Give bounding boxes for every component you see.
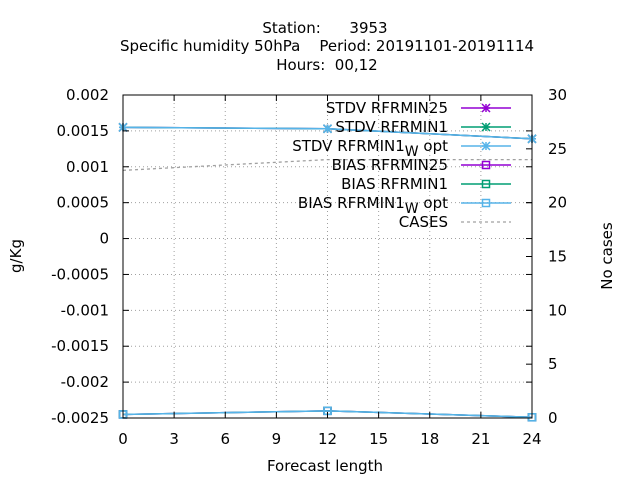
y2-tick-label: 30	[548, 86, 567, 104]
legend-marker	[481, 103, 491, 113]
chart-title-station: Station: 3953	[262, 19, 387, 37]
y-axis-label: g/Kg	[7, 239, 25, 273]
x-tick-label: 0	[118, 430, 128, 448]
y2-tick-label: 20	[548, 194, 567, 212]
legend-label: STDV RFRMIN1W opt	[292, 137, 448, 160]
x-axis-label: Forecast length	[267, 457, 383, 475]
legend-item: BIAS RFRMIN25	[332, 156, 511, 174]
legend-marker	[481, 179, 491, 189]
y-tick-label: -0.0005	[51, 265, 109, 283]
legend-item: STDV RFRMIN1	[335, 118, 511, 136]
series-6	[122, 158, 532, 172]
legend-item: BIAS RFRMIN1W opt	[298, 194, 511, 217]
chart-title-hours: Hours: 00,12	[276, 56, 377, 74]
legend-item: BIAS RFRMIN1	[341, 175, 511, 193]
y-tick-label: 0	[99, 230, 109, 248]
y2-tick-label: 5	[548, 355, 558, 373]
x-tick-label: 18	[420, 430, 439, 448]
axes: 0.002 0.0015 0.001 0.0005 0 -0.0005 -0.001 -0.0…	[51, 86, 567, 448]
y2-tick-label: 25	[548, 140, 567, 158]
x-tick-label: 21	[471, 430, 490, 448]
legend-item: STDV RFRMIN1W opt	[292, 137, 511, 160]
y2-tick-label: 0	[548, 409, 558, 427]
legend-marker	[481, 122, 491, 132]
series-line	[122, 158, 532, 172]
legend-marker	[481, 198, 491, 208]
y-tick-label: 0.0005	[57, 194, 110, 212]
y-tick-label: -0.002	[61, 373, 109, 391]
y-tick-label: -0.001	[61, 301, 109, 319]
y-tick-label: 0.001	[66, 158, 109, 176]
legend-label: CASES	[399, 213, 448, 231]
legend-item: STDV RFRMIN25	[326, 99, 511, 117]
legend-label: STDV RFRMIN25	[326, 99, 448, 117]
legend-label: BIAS RFRMIN1W opt	[298, 194, 448, 217]
x-tick-label: 3	[169, 430, 179, 448]
data-point	[322, 124, 333, 134]
chart-title-variable-period: Specific humidity 50hPa Period: 20191101…	[120, 37, 534, 55]
x-tick-label: 9	[272, 430, 282, 448]
legend-marker	[481, 141, 491, 151]
y-tick-label: -0.0015	[51, 337, 109, 355]
legend-label: BIAS RFRMIN1	[341, 175, 448, 193]
legend-label: BIAS RFRMIN25	[332, 156, 448, 174]
legend-item: CASES	[399, 213, 511, 231]
x-tick-label: 15	[369, 430, 388, 448]
series-line	[122, 410, 533, 419]
y-tick-label: 0.002	[66, 86, 109, 104]
y2-tick-label: 10	[548, 301, 567, 319]
x-tick-label: 24	[522, 430, 541, 448]
y-tick-label: -0.0025	[51, 409, 109, 427]
legend-marker	[481, 160, 491, 170]
x-tick-label: 12	[318, 430, 337, 448]
y-tick-label: 0.0015	[57, 122, 110, 140]
y2-axis-label: No cases	[598, 222, 616, 290]
x-tick-label: 6	[220, 430, 230, 448]
legend-label: STDV RFRMIN1	[335, 118, 448, 136]
y2-tick-label: 15	[548, 248, 567, 266]
